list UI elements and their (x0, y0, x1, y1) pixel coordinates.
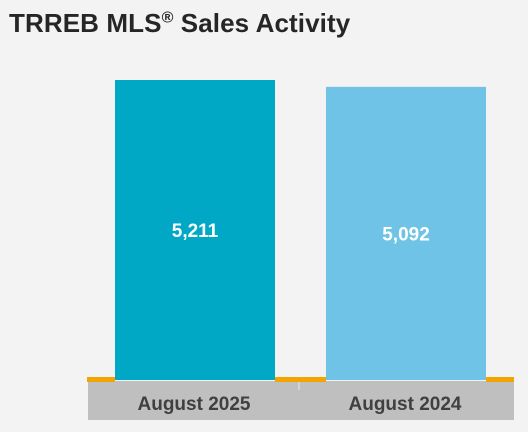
category-label-1: August 2025 (138, 394, 251, 415)
bar-2 (326, 86, 486, 380)
chart-title: TRREB MLS® Sales Activity (9, 8, 350, 39)
baseline-left (87, 377, 115, 382)
baseline-middle (275, 377, 326, 382)
registered-mark: ® (161, 9, 174, 27)
baseline-right (486, 377, 514, 382)
value-label-1: 5,211 (172, 221, 219, 242)
category-label-2: August 2024 (349, 394, 462, 415)
title-rest: Sales Activity (173, 8, 351, 38)
title-main: TRREB MLS (9, 8, 162, 38)
bar-1 (115, 80, 275, 380)
category-axis-band (88, 381, 514, 420)
value-label-2: 5,092 (382, 224, 430, 245)
